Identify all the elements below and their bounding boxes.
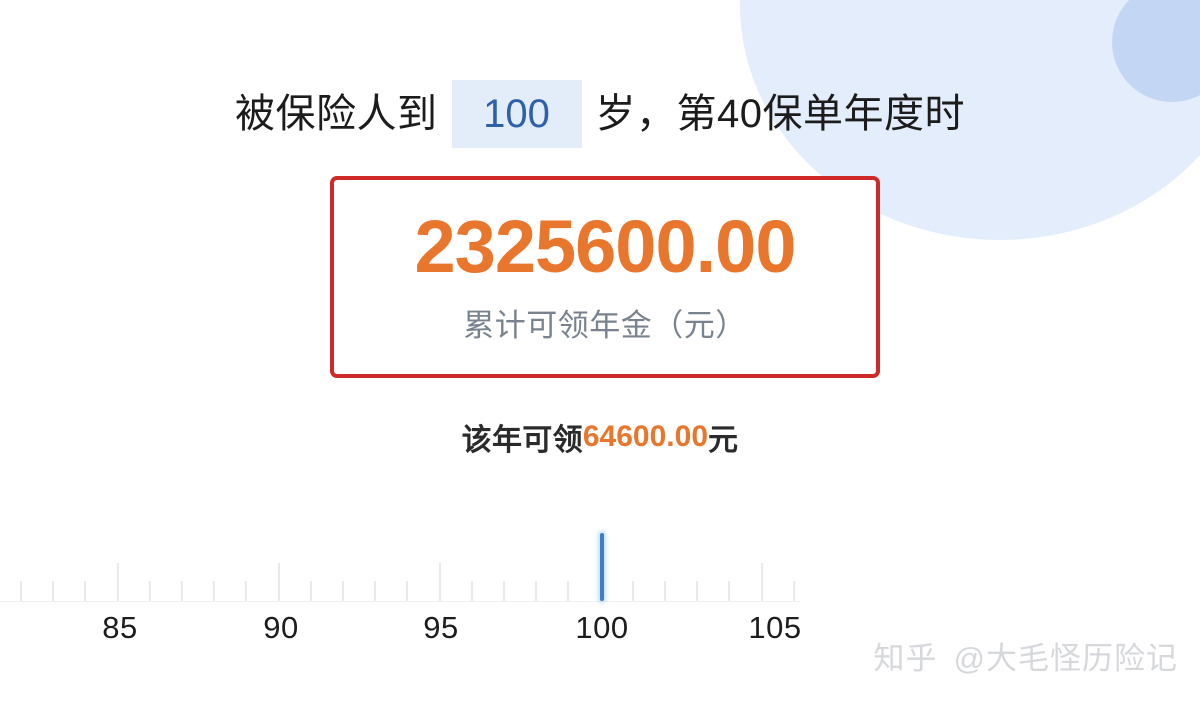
slider-tick-minor (792, 581, 795, 601)
slider-scale-label: 90 (263, 610, 299, 645)
slider-tick-minor (52, 581, 55, 601)
slider-tick-minor (406, 581, 409, 601)
slider-tick-minor (535, 581, 538, 601)
slider-tick-minor (181, 581, 183, 601)
slider-scale-labels: 85 90 95 100 105 (0, 612, 1200, 656)
slider-tick-minor (374, 581, 377, 601)
slider-tick-minor (213, 581, 216, 601)
slider-tick-minor (470, 581, 473, 601)
slider-tick-minor (631, 581, 634, 601)
slider-scale-label: 95 (423, 610, 459, 645)
age-value-field[interactable]: 100 (451, 80, 582, 148)
headline-suffix: 岁，第40保单年度时 (595, 92, 965, 136)
slider-track (0, 601, 800, 602)
cumulative-annuity-card: 2325600.00 累计可领年金（元） (330, 176, 880, 378)
annual-annuity-prefix: 该年可领 (461, 424, 583, 457)
slider-scale-label: 105 (748, 610, 802, 645)
slider-scale-label: 85 (102, 610, 138, 645)
slider-tick-major (277, 563, 280, 601)
slider-tick-minor (309, 581, 312, 601)
slider-tick-minor (728, 581, 731, 601)
slider-tick-minor (245, 581, 248, 601)
slider-tick-minor (342, 581, 344, 601)
cumulative-annuity-amount: 2325600.00 (414, 204, 797, 288)
headline-row: 被保险人到 100 岁，第40保单年度时 (0, 80, 1200, 148)
watermark: 知乎 @大毛怪历险记 (874, 633, 1178, 678)
slider-tick-minor (567, 581, 570, 601)
slider-tick-minor (148, 581, 151, 601)
age-slider[interactable] (0, 525, 1200, 605)
annual-annuity-row: 该年可领 64600.00 元 (0, 415, 1200, 459)
watermark-author: @大毛怪历险记 (953, 641, 1178, 676)
slider-thumb[interactable] (600, 533, 604, 601)
annual-annuity-suffix: 元 (708, 424, 739, 457)
slider-tick-minor (696, 581, 699, 601)
slider-tick-minor (84, 581, 87, 601)
cumulative-annuity-caption: 累计可领年金（元） (463, 307, 747, 343)
slider-tick-major (438, 563, 441, 601)
slider-scale-label: 100 (575, 610, 629, 645)
headline-prefix: 被保险人到 (235, 92, 438, 136)
annual-annuity-amount: 64600.00 (582, 420, 709, 453)
slider-tick-minor (503, 581, 505, 601)
slider-tick-minor (664, 581, 666, 601)
slider-tick-minor (20, 581, 22, 601)
watermark-platform: 知乎 (873, 641, 938, 676)
slider-tick-major (116, 563, 119, 601)
slider-tick-major (760, 563, 763, 601)
